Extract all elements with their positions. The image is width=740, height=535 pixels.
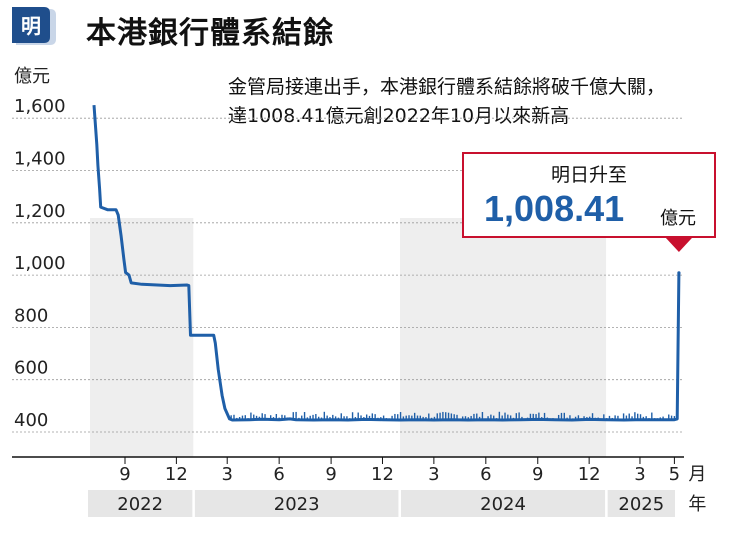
annotation-line-1: 金管局接連出手，本港銀行體系結餘將破千億大關， xyxy=(228,76,666,98)
header: 明 本港銀行體系結餘 xyxy=(0,0,740,56)
callout-value: 1,008.41 xyxy=(484,188,625,229)
x-tick-label: 5 xyxy=(669,464,680,485)
x-tick-label: 9 xyxy=(119,464,130,485)
year-label: 2024 xyxy=(480,494,526,515)
callout-arrow xyxy=(665,238,692,252)
series-line xyxy=(92,104,681,422)
shaded-band xyxy=(90,218,194,457)
year-band xyxy=(607,490,675,517)
y-tick-label: 1,600 xyxy=(14,96,66,117)
year-label: 2023 xyxy=(274,494,320,515)
x-tick-label: 9 xyxy=(532,464,543,485)
y-axis-unit-label: 億元 xyxy=(14,66,50,87)
year-band xyxy=(194,490,399,517)
latest-point xyxy=(677,271,681,275)
balance-line-chart: 400 600 800 1,000 1,200 1,400 1,600 9 12 3 6 9 12 3 6… xyxy=(12,96,706,517)
x-tick-label: 3 xyxy=(428,464,439,485)
callout-pointer xyxy=(665,238,692,252)
latest-value-callout: 明日升至 1,008.41 億元 xyxy=(462,152,716,238)
newspaper-logo: 明 xyxy=(12,7,56,45)
year-band xyxy=(400,490,606,517)
series-group xyxy=(92,104,681,422)
x-tick-label: 3 xyxy=(221,464,232,485)
x-tick-label: 12 xyxy=(165,464,188,485)
annotation-line-2: 達1008.41億元創2022年10月以來新高 xyxy=(228,105,570,127)
year-label: 2022 xyxy=(117,494,163,515)
year-suffix-label: 年 xyxy=(688,494,706,515)
x-tick-label: 6 xyxy=(480,464,491,485)
month-suffix-label: 月 xyxy=(688,464,706,485)
page-title: 本港銀行體系結餘 xyxy=(86,16,334,51)
callout-label: 明日升至 xyxy=(550,164,627,186)
x-tick-label: 12 xyxy=(371,464,394,485)
y-tick-label: 1,200 xyxy=(14,201,66,222)
gridlines xyxy=(12,117,684,433)
year-label: 2025 xyxy=(618,494,664,515)
year-band xyxy=(88,490,193,517)
y-tick-label: 400 xyxy=(14,410,48,431)
y-tick-labels: 400 600 800 1,000 1,200 1,400 1,600 xyxy=(14,96,66,431)
y-tick-label: 600 xyxy=(14,358,48,379)
x-tick-label: 6 xyxy=(273,464,284,485)
x-tick-label: 3 xyxy=(634,464,645,485)
x-axis: 9 12 3 6 9 12 3 6 9 12 3 5 月 2022 2023 2024 2025 年 xyxy=(12,456,706,517)
callout-unit: 億元 xyxy=(660,208,696,229)
y-tick-label: 800 xyxy=(14,305,48,326)
y-tick-label: 1,400 xyxy=(14,149,66,170)
x-tick-label: 12 xyxy=(578,464,601,485)
y-tick-label: 1,000 xyxy=(14,253,66,274)
logo-character: 明 xyxy=(21,14,41,38)
x-tick-label: 9 xyxy=(325,464,336,485)
